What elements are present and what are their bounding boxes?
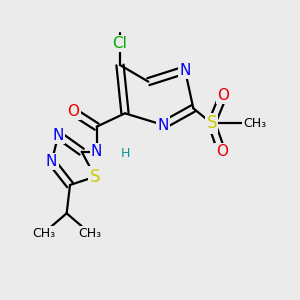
Text: CH₃: CH₃ (78, 227, 102, 240)
Text: O: O (216, 144, 228, 159)
Text: O: O (217, 88, 229, 103)
Text: Cl: Cl (112, 36, 128, 51)
Text: N: N (179, 62, 191, 77)
Text: N: N (52, 128, 64, 142)
Text: S: S (206, 114, 217, 132)
Text: N: N (158, 118, 169, 133)
Text: CH₃: CH₃ (32, 227, 55, 240)
Text: O: O (67, 104, 79, 119)
Text: H: H (120, 147, 130, 160)
Text: N: N (46, 154, 57, 169)
Text: CH₃: CH₃ (243, 117, 266, 130)
Text: N: N (91, 144, 102, 159)
Text: S: S (90, 168, 100, 186)
